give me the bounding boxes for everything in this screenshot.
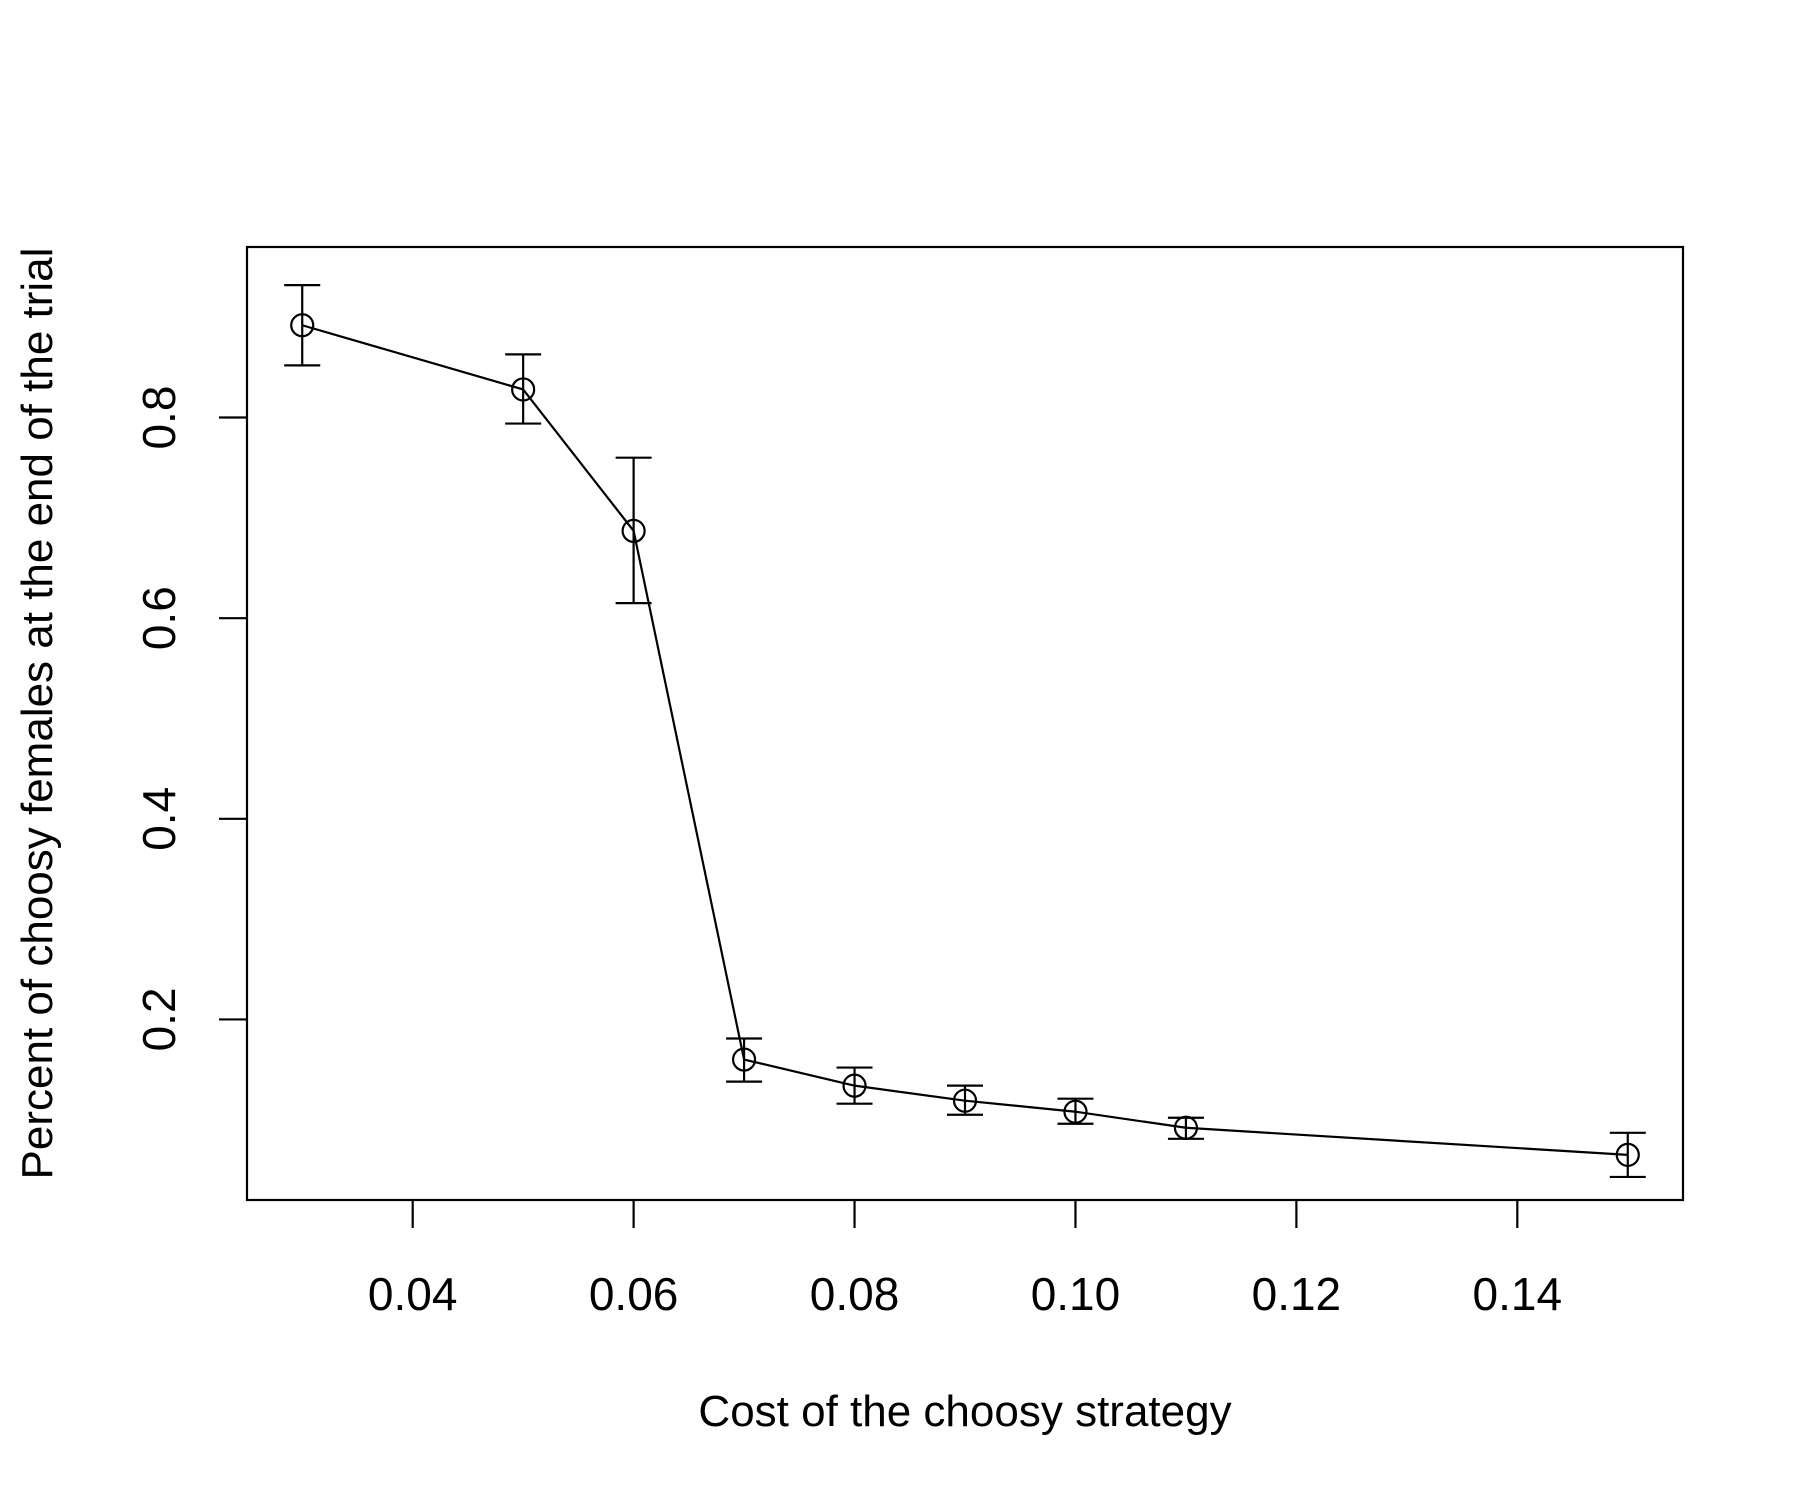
x-axis-label: Cost of the choosy strategy — [698, 1387, 1231, 1436]
data-point — [731, 1047, 757, 1072]
data-point — [952, 1088, 978, 1113]
data-point — [1615, 1142, 1640, 1167]
x-axis: 0.04 0.06 0.08 0.10 0.12 0.14 — [368, 1200, 1562, 1320]
y-axis-label: Percent of choosy females at the end of … — [13, 248, 62, 1180]
x-tick-label: 0.08 — [810, 1268, 900, 1320]
series-line — [301, 324, 1628, 1156]
error-bar — [284, 284, 321, 367]
y-tick-label: 0.2 — [133, 987, 185, 1051]
x-tick-label: 0.14 — [1473, 1268, 1563, 1320]
data-point — [842, 1073, 867, 1098]
y-tick-label: 0.6 — [133, 586, 185, 650]
x-tick-label: 0.04 — [368, 1268, 458, 1320]
data-point — [1063, 1099, 1088, 1124]
data-point — [290, 313, 315, 338]
data-point — [511, 377, 536, 402]
data-point — [1173, 1115, 1199, 1140]
plot-frame — [245, 245, 1685, 1202]
y-axis: 0.2 0.4 0.6 0.8 — [133, 386, 247, 1051]
y-tick-label: 0.8 — [133, 386, 185, 450]
x-tick-label: 0.06 — [589, 1268, 679, 1320]
data-points — [290, 313, 1640, 1167]
data-point — [621, 518, 646, 543]
error-bars — [284, 284, 1646, 1179]
x-tick-label: 0.12 — [1252, 1268, 1342, 1320]
x-tick-label: 0.10 — [1031, 1268, 1121, 1320]
y-tick-label: 0.4 — [133, 787, 185, 851]
